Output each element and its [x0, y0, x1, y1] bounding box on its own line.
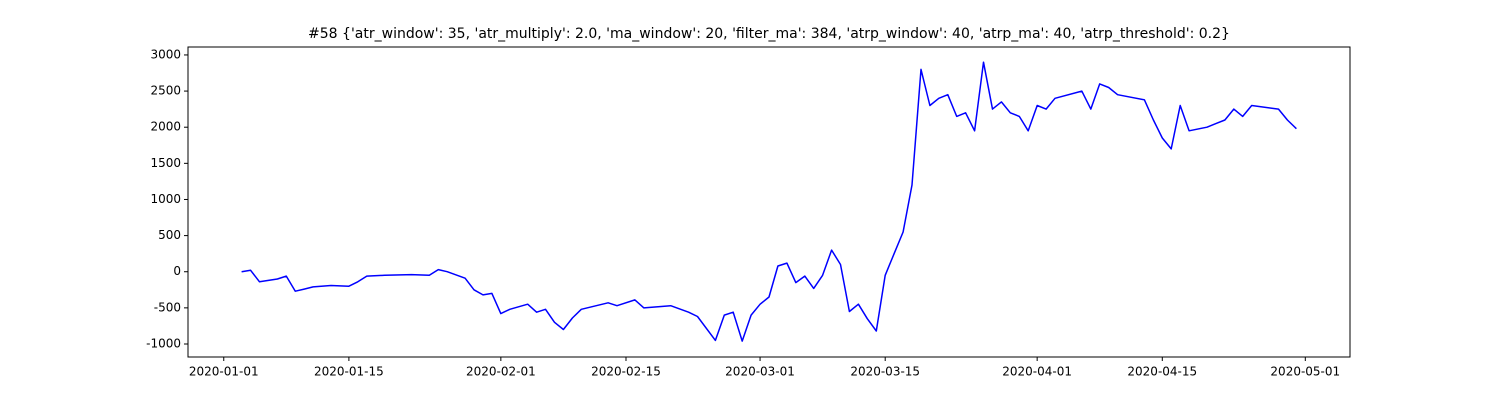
x-tick-label: 2020-05-01 [1270, 365, 1340, 379]
y-tick-label: 500 [158, 228, 181, 242]
y-tick-label: 1500 [150, 156, 181, 170]
y-tick-label: -500 [154, 300, 181, 314]
x-tick-label: 2020-01-15 [314, 365, 384, 379]
x-tick-label: 2020-01-01 [189, 365, 259, 379]
x-tick-label: 2020-03-15 [850, 365, 920, 379]
y-tick-label: -1000 [146, 336, 181, 350]
y-tick-label: 2000 [150, 120, 181, 134]
chart-title: #58 {'atr_window': 35, 'atr_multiply': 2… [308, 26, 1230, 42]
line [241, 61, 1297, 342]
plot-frame [187, 46, 1351, 358]
x-tick-label: 2020-04-15 [1127, 365, 1197, 379]
y-tick-label: 1000 [150, 192, 181, 206]
x-tick-label: 2020-03-01 [725, 365, 795, 379]
y-tick-label: 2500 [150, 84, 181, 98]
y-tick-label: 0 [173, 264, 181, 278]
x-tick-label: 2020-02-01 [466, 365, 536, 379]
x-tick-label: 2020-04-01 [1002, 365, 1072, 379]
y-tick-label: 3000 [150, 47, 181, 61]
x-tick-label: 2020-02-15 [591, 365, 661, 379]
